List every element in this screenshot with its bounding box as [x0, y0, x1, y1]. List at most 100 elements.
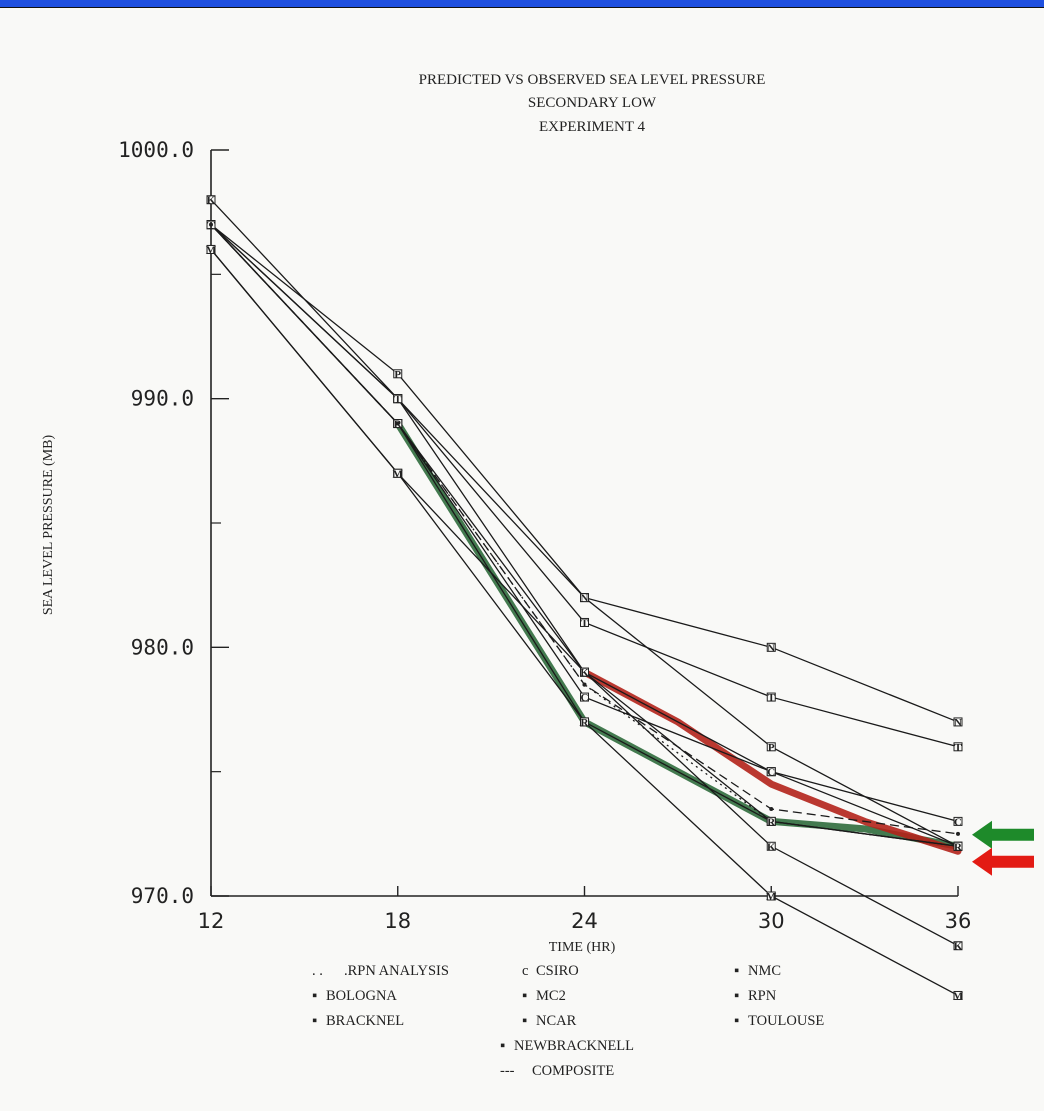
data-point-ncar — [766, 742, 776, 752]
legend-label-bracknel: BRACKNEL — [326, 1013, 404, 1029]
data-point-marker-rpn: R — [581, 717, 590, 729]
series-line-composite — [210, 224, 959, 835]
chart-titles: PREDICTED VS OBSERVED SEA LEVEL PRESSURE… — [419, 72, 766, 135]
data-point-composite — [956, 831, 960, 836]
legend-marker-bologna: ▪ — [312, 988, 317, 1004]
legend-marker-mc2: ▪ — [522, 988, 527, 1004]
legend-label-rpn: RPN — [748, 988, 777, 1004]
data-point-marker-toulouse: T — [581, 617, 589, 629]
legend-label-toulouse: TOULOUSE — [748, 1013, 824, 1029]
data-point-composite — [209, 222, 213, 227]
x-tick-label: 36 — [945, 909, 972, 933]
data-point-nmc — [766, 642, 776, 652]
x-tick-label: 24 — [571, 909, 598, 933]
legend-label-csiro: CSIRO — [536, 963, 579, 979]
series-line-bracknel — [210, 224, 959, 847]
highlight-trace-1 — [394, 420, 962, 850]
data-point-ncar — [393, 369, 403, 379]
legend-marker-rpn-analysis: . . — [312, 963, 323, 979]
data-point-csiro — [766, 767, 776, 777]
data-point-csiro — [580, 692, 589, 702]
legend-marker-composite: --- — [500, 1063, 515, 1079]
data-point-marker-toulouse: T — [394, 394, 402, 406]
x-axis-label: TIME (HR) — [549, 940, 616, 955]
data-point-nmc — [580, 593, 589, 603]
data-point-marker-toulouse: T — [954, 742, 962, 754]
data-point-composite — [769, 806, 774, 811]
chart-legend: . . .RPN ANALYSIS c CSIRO ▪ NMC ▪ BOLOGNA ▪ MC2 ▪ R… — [312, 963, 824, 1079]
data-point-marker-rpn: R — [767, 816, 776, 828]
data-point-marker-csiro: C — [954, 816, 962, 828]
data-point-marker-toulouse: T — [768, 692, 776, 704]
highlight-arrow-1 — [972, 820, 1034, 849]
data-point-rpn — [580, 717, 589, 727]
data-point-rpn — [953, 841, 963, 851]
legend-label-rpn-analysis: .RPN ANALYSIS — [344, 963, 449, 979]
data-point-marker-nmc: N — [954, 717, 962, 729]
data-point-toulouse — [580, 617, 589, 627]
data-point-toulouse — [393, 394, 403, 404]
data-point-newbracknell — [766, 841, 776, 851]
series-line-ncar — [210, 224, 959, 847]
series-line-nmc — [210, 224, 959, 723]
data-point-marker-mc2: M — [393, 468, 404, 480]
x-tick-label: 18 — [384, 909, 411, 933]
data-point-composite — [582, 682, 587, 687]
legend-label-composite: COMPOSITE — [532, 1063, 614, 1079]
data-point-marker-ncar: P — [394, 369, 401, 381]
data-point-mc2 — [953, 990, 963, 1000]
legend-label-newbracknell: NEWBRACKNELL — [514, 1038, 634, 1054]
legend-label-mc2: MC2 — [536, 988, 566, 1004]
legend-label-bologna: BOLOGNA — [326, 988, 397, 1004]
y-axis-label: SEA LEVEL PRESSURE (MB) — [41, 435, 56, 616]
legend-label-nmc: NMC — [748, 963, 781, 979]
highlight-arrow-2 — [972, 847, 1034, 876]
y-tick-label: 990.0 — [131, 387, 194, 411]
x-tick-label: 30 — [758, 909, 785, 933]
legend-label-ncar: NCAR — [536, 1013, 577, 1029]
series-line-rpn — [210, 224, 959, 847]
y-tick-label: 980.0 — [131, 635, 194, 659]
highlight-arrows — [972, 820, 1034, 876]
data-point-newbracknell — [206, 195, 216, 205]
data-point-newbracknell — [953, 941, 963, 951]
chart-subtitle-2: EXPERIMENT 4 — [539, 119, 645, 135]
data-point-marker-rpn: R — [954, 841, 963, 853]
data-point-rpn — [766, 816, 776, 826]
data-point-marker-mc2: M — [206, 244, 217, 256]
data-point-marker-nmc: N — [581, 593, 589, 605]
legend-marker-bracknel: ▪ — [312, 1013, 317, 1029]
data-point-marker-ncar: P — [768, 742, 775, 754]
data-point-toulouse — [766, 692, 776, 702]
data-point-marker-newbracknell: K — [767, 841, 776, 853]
y-tick-label: 970.0 — [131, 884, 194, 908]
data-point-nmc — [953, 717, 963, 727]
data-point-marker-newbracknell: K — [207, 195, 216, 207]
data-point-marker-newbracknell: K — [580, 667, 589, 679]
x-tick-label: 12 — [198, 909, 225, 933]
data-point-toulouse — [953, 742, 963, 752]
chart-axes — [210, 150, 958, 897]
series-line-newbracknell — [210, 199, 959, 947]
data-point-marker-mc2: M — [953, 990, 964, 1002]
legend-marker-nmc: ▪ — [734, 963, 739, 979]
legend-marker-rpn: ▪ — [734, 988, 739, 1004]
data-point-marker-nmc: N — [767, 642, 775, 654]
series-line-rpn-analysis — [210, 224, 959, 847]
top-border-bar — [0, 0, 1044, 8]
data-point-marker-newbracknell: K — [954, 941, 963, 953]
legend-marker-csiro: c — [522, 963, 528, 979]
legend-marker-newbracknell: ▪ — [500, 1038, 505, 1054]
data-point-marker-mc2: M — [766, 891, 777, 903]
chart-subtitle-1: SECONDARY LOW — [528, 95, 657, 111]
data-point-csiro — [953, 816, 963, 826]
data-point-marker-csiro: C — [581, 692, 589, 704]
data-point-newbracknell — [580, 667, 589, 677]
series-markers: BBBBBBBBBBCCCCCMMMMMPPPPPKKKKKNNNNNRRRRR… — [206, 195, 964, 1003]
data-point-composite — [395, 421, 400, 426]
data-point-marker-csiro: C — [767, 767, 775, 779]
y-tick-label: 1000.0 — [118, 138, 194, 162]
data-point-mc2 — [766, 891, 776, 901]
data-point-mc2 — [206, 244, 216, 254]
